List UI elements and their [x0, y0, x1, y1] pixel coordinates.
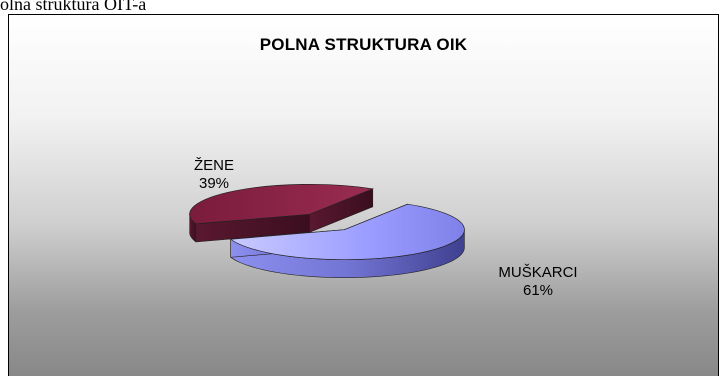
- pie-chart: [189, 183, 465, 278]
- chart-title: POLNA STRUKTURA OIK: [259, 35, 468, 54]
- slice-label-zene: ŽENE 39%: [169, 157, 259, 193]
- slice-category-label: ŽENE: [193, 157, 234, 174]
- slice-muskarci: [229, 203, 465, 278]
- slice-category-label: MUŠKARCI: [498, 264, 578, 281]
- slice-top-face: [229, 203, 465, 261]
- chart-area: POLNA STRUKTURA OIK MUŠK: [8, 14, 719, 376]
- page-caption: olna struktura OIT-a: [0, 0, 147, 14]
- slice-top-face: [189, 183, 375, 225]
- slice-value-label: 39%: [198, 175, 230, 192]
- slice-zene: [189, 183, 375, 243]
- slice-value-label: 61%: [522, 282, 554, 299]
- slice-label-muskarci: MUŠKARCI 61%: [483, 264, 593, 300]
